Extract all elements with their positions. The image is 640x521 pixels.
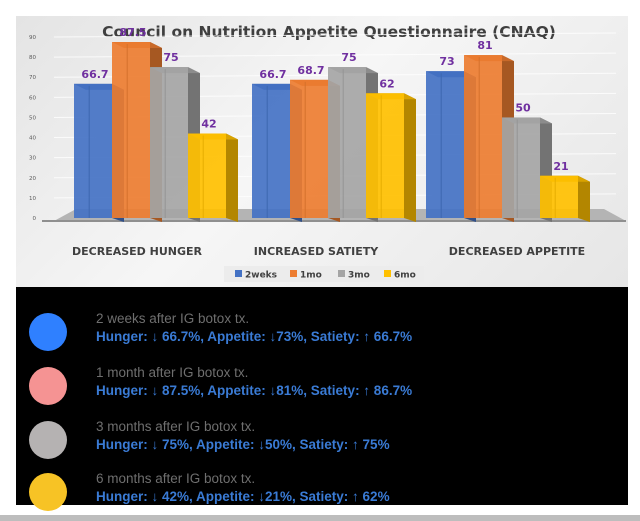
legend-swatch (235, 270, 242, 277)
legend-item: 2weks (235, 270, 277, 281)
summary-stats: Hunger: ↓ 87.5%, Appetite: ↓81%, Satiety… (96, 383, 413, 398)
bar-side (226, 133, 238, 222)
data-label: 66.7 (81, 68, 108, 81)
y-tick-label: 50 (29, 115, 36, 121)
legend-swatch (384, 270, 391, 277)
data-label: 42 (201, 118, 216, 131)
y-tick-label: 0 (33, 216, 37, 222)
data-label: 66.7 (259, 68, 286, 81)
data-labels: 66.7 87.5 75 42 66.7 68.7 75 62 73 81 50 21 (81, 26, 568, 173)
summary-stats: Hunger: ↓ 66.7%, Appetite: ↓73%, Satiety… (96, 329, 413, 344)
bar-6mo-0 (188, 133, 238, 222)
data-label: 81 (477, 39, 492, 52)
summary-panel: 2 weeks after IG botox tx. Hunger: ↓ 66.7… (16, 287, 628, 511)
y-tick-label: 80 (29, 55, 36, 61)
gridline (53, 32, 617, 38)
y-tick-label: 40 (29, 136, 36, 142)
y-tick-label: 20 (29, 176, 36, 182)
legend-swatch (290, 270, 297, 277)
bar-front (502, 117, 540, 218)
summary-row: 2 weeks after IG botox tx. Hunger: ↓ 66.7… (16, 307, 628, 351)
bar-front (150, 67, 188, 218)
legend: 2weks 1mo 3mo 6mo (224, 266, 424, 282)
bar-front (328, 67, 366, 218)
circle-icon (29, 313, 67, 351)
y-tick-label: 30 (29, 156, 36, 162)
bar-chart: Council on Nutrition Appetite Questionna… (29, 23, 626, 282)
bar-side (404, 93, 416, 222)
bar-front (188, 133, 226, 218)
chart-title: Council on Nutrition Appetite Questionna… (102, 23, 556, 41)
summary-heading: 2 weeks after IG botox tx. (96, 311, 250, 326)
summary-row: 6 months after IG botox tx. Hunger: ↓ 42%… (16, 467, 628, 511)
circle-icon (29, 421, 67, 459)
data-label: 87.5 (119, 26, 146, 39)
legend-item: 6mo (384, 270, 416, 281)
y-tick-label: 10 (29, 196, 36, 202)
bar-side (578, 175, 590, 222)
legend-box (224, 266, 424, 282)
y-tick-label: 60 (29, 95, 36, 101)
summary-stats: Hunger: ↓ 75%, Appetite: ↓50%, Satiety: … (96, 437, 390, 452)
legend-item: 1mo (290, 270, 322, 281)
category-label: DECREASED HUNGER (72, 245, 202, 258)
summary-heading: 1 month after IG botox tx. (96, 365, 249, 380)
category-label: INCREASED SATIETY (254, 245, 379, 258)
data-label: 62 (379, 77, 394, 90)
bar-6mo-2 (540, 175, 590, 222)
summary-stats: Hunger: ↓ 42%, Appetite: ↓21%, Satiety: … (96, 489, 390, 504)
bar-front (74, 83, 112, 218)
circle-icon (29, 473, 67, 511)
bottom-strip (0, 515, 640, 521)
legend-item: 3mo (338, 270, 370, 281)
bar-front (426, 71, 464, 218)
data-label: 75 (341, 51, 356, 64)
y-tick-label: 90 (29, 35, 36, 41)
data-label: 68.7 (297, 64, 324, 77)
data-label: 75 (163, 51, 178, 64)
data-label: 73 (439, 55, 454, 68)
bar-6mo-1 (366, 93, 416, 222)
x-axis: DECREASED HUNGER INCREASED SATIETY DECREAS… (72, 245, 585, 258)
summary-heading: 3 months after IG botox tx. (96, 419, 256, 434)
summary-row: 3 months after IG botox tx. Hunger: ↓ 75%… (16, 415, 628, 459)
bar-front (290, 79, 328, 218)
summary-row: 1 month after IG botox tx. Hunger: ↓ 87.5… (16, 361, 628, 405)
bars (74, 42, 590, 223)
bar-front (112, 42, 150, 219)
legend-label: 2weks (245, 271, 277, 281)
y-tick-label: 70 (29, 75, 36, 81)
legend-label: 3mo (348, 271, 370, 281)
legend-swatch (338, 270, 345, 277)
category-label: DECREASED APPETITE (449, 245, 585, 258)
circle-icon (29, 367, 67, 405)
legend-label: 6mo (394, 271, 416, 281)
summary-heading: 6 months after IG botox tx. (96, 471, 256, 486)
chart-panel: Council on Nutrition Appetite Questionna… (16, 16, 628, 287)
bar-front (540, 175, 578, 218)
bar-front (464, 55, 502, 218)
y-axis: 0 10 20 30 40 50 60 70 80 90 (29, 35, 37, 222)
bar-front (366, 93, 404, 218)
data-label: 50 (515, 101, 531, 114)
data-label: 21 (553, 160, 568, 173)
bar-front (252, 83, 290, 218)
legend-label: 1mo (300, 271, 322, 281)
bar-3mo-2 (502, 117, 552, 222)
